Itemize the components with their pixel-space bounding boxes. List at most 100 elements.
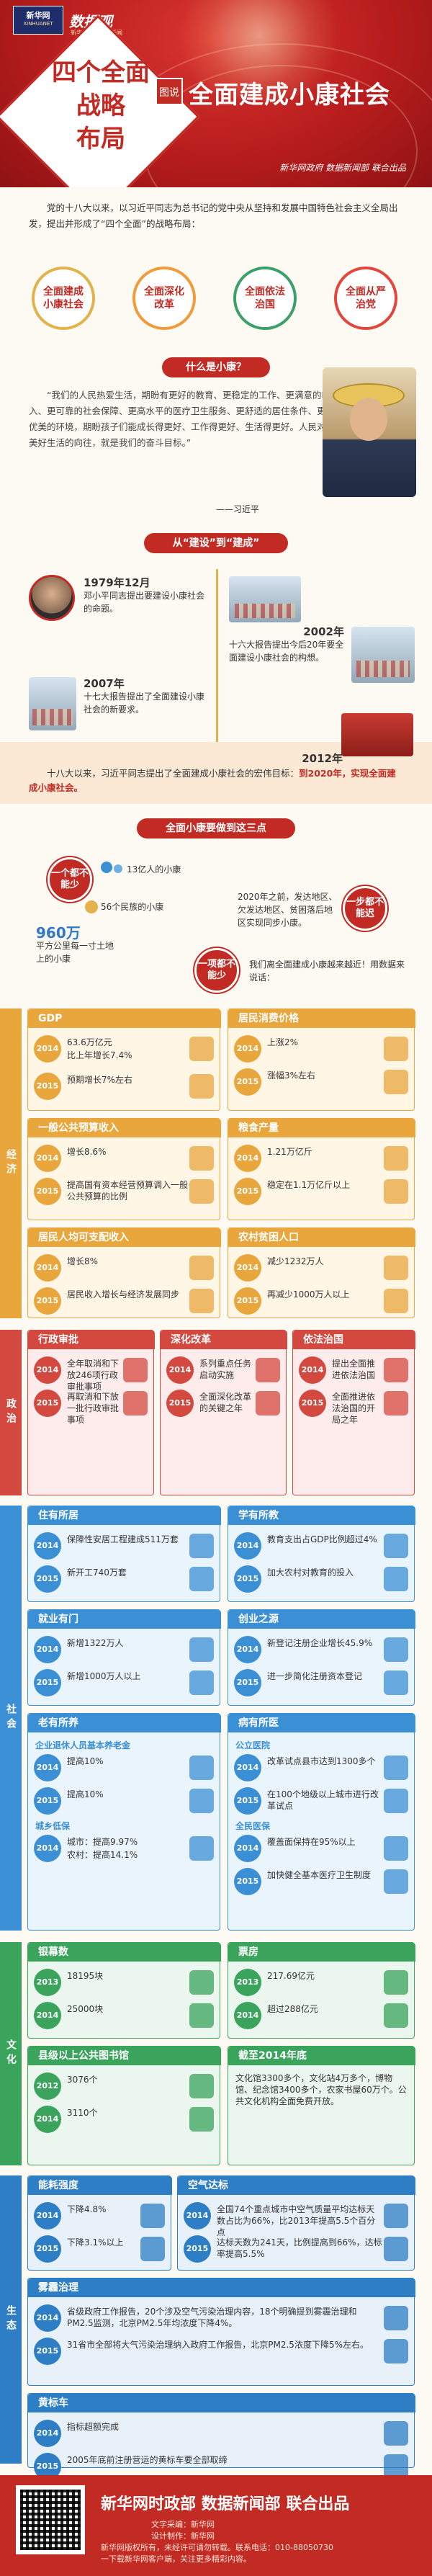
year-badge: 2014: [234, 1035, 261, 1063]
year-badge: 2015: [234, 1787, 261, 1815]
qr-code[interactable]: [16, 2485, 85, 2554]
sector-tab-ecology[interactable]: 生态: [0, 2175, 22, 2464]
timeline-text: 十七大报告提出了全面建设小康社会的新要求。: [84, 692, 205, 715]
year-badge: 2015: [234, 1068, 261, 1096]
data-panel: 县级以上公共图书馆 2012 3076个 2014 3110个: [27, 2046, 221, 2165]
panel-value: 加大农村对教育的投入: [267, 1567, 354, 1578]
subtitle: 全面建成小康社会: [189, 81, 390, 109]
year-badge: 2015: [166, 1390, 194, 1417]
year-badge: 2015: [34, 1178, 61, 1205]
data-panel: 学有所教 2014 教育支出占GDP比例超过4% 2015 加大农村对教育的投入: [228, 1506, 415, 1602]
trend-icon: [140, 2204, 165, 2228]
panel-header: 创业之源: [228, 1610, 415, 1629]
quote-signature: ——习近平: [216, 504, 260, 514]
sector-tab-society[interactable]: 社会: [0, 1506, 22, 1931]
trend-icon: [384, 1671, 408, 1695]
data-panel: 银幕数 2013 18195块 2014 25000块: [27, 1942, 221, 2039]
trend-icon: [384, 2204, 408, 2228]
trend-icon: [384, 2454, 408, 2479]
year-badge: 2014: [234, 1636, 261, 1663]
population-label: 13亿人的小康: [127, 864, 181, 875]
timeline-item-2002: 2002年 十六大报告提出今后20年要全面建设小康社会的构想。: [229, 625, 344, 664]
year-badge: 2014: [34, 1532, 61, 1560]
year-badge: 2015: [34, 1390, 61, 1417]
year-badge: 2014: [234, 1254, 261, 1282]
panel-value: 农村：提高14.1%: [67, 1850, 138, 1860]
year-badge: 2015: [34, 1287, 61, 1315]
footer-line: 新华网版权所有，未经许可请勿转载。联系电话：010-88050730: [101, 2543, 333, 2552]
panel-header: 截至2014年底: [228, 2047, 415, 2065]
footer: 新华网时政部 数据新闻部 联合出品 文字采编：新华网 设计制作：新华网 新华网版…: [0, 2475, 432, 2576]
timeline-year: 2002年: [303, 625, 344, 638]
panel-header: 能耗强度: [28, 2176, 172, 2195]
trend-icon: [189, 1256, 214, 1280]
year-badge: 2014: [34, 1254, 61, 1282]
header-credit: 新华网政府 数据新闻部 联合出品: [279, 163, 406, 173]
ethnic-icon: [85, 900, 98, 913]
logo-sub: XINHUANET: [23, 21, 53, 27]
target-year: 2012年: [302, 752, 343, 765]
req-no-item-missing: 一项都不能少: [194, 948, 239, 993]
panel-value: 上涨2%: [267, 1037, 299, 1047]
trend-icon: [384, 1146, 408, 1171]
deng-portrait: [29, 575, 75, 621]
panel-header: 空气达标: [178, 2176, 415, 2195]
area-number: 960万: [36, 924, 81, 942]
data-panel: 病有所医 公立医院 2014 改革试点县市达到1300多个 2015 在100个地级以上城…: [228, 1713, 415, 1931]
year-badge: 2014: [184, 2202, 211, 2230]
data-panel: 深化改革 2014 系列重点任务启动实施 2015 全面深化改革的关键之年: [160, 1330, 287, 1495]
year-badge: 2014: [166, 1356, 194, 1384]
xinhua-logo[interactable]: 新华网 XINHUANET: [13, 6, 63, 35]
year-badge: 2014: [234, 1145, 261, 1172]
panel-text: 文化馆3300多个，文化站4万多个，博物馆、纪念馆3400多个，农家书屋60万个…: [235, 2073, 407, 2106]
trend-icon: [384, 2003, 408, 2028]
panel-header: 病有所医: [228, 1714, 415, 1732]
panel-value: 超过288亿元: [267, 2004, 318, 2014]
year-badge: 2014: [234, 2002, 261, 2029]
trend-icon: [256, 1391, 280, 1416]
panel-header: 依法治国: [293, 1331, 415, 1349]
data-panel: 创业之源 2014 新登记注册企业增长45.9% 2015 进一步简化注册资本登记: [228, 1609, 415, 1706]
panel-value: 减少1232万人: [267, 1256, 324, 1266]
data-panel: 居民消费价格 2014 上涨2% 2015 涨幅3%左右: [228, 1009, 415, 1111]
trend-icon: [384, 2237, 408, 2261]
building-image: [351, 627, 415, 683]
trend-icon: [189, 2107, 214, 2132]
panel-value: 1.21万亿斤: [267, 1147, 312, 1157]
four-comprehensives: 全面建成小康社会 全面深化改革 全面依法治国 全面从严治党: [29, 267, 403, 339]
panel-value: 下降3.1%以上: [67, 2237, 124, 2248]
data-panel: 一般公共预算收入 2014 增长8.6% 2015 提高国有资本经营预算调入一般公共预算…: [27, 1118, 221, 1220]
timeline-year: 1979年12月: [84, 576, 150, 589]
sector-tab-culture[interactable]: 文化: [0, 1942, 22, 2165]
ethnic-text: 56个民族的小康: [101, 902, 164, 912]
year-badge: 2015: [184, 2235, 211, 2263]
panel-value: 提出全面推进依法治国: [332, 1359, 376, 1380]
panel-value: 提高10%: [67, 1789, 104, 1799]
data-panel: 票房 2013 217.69亿元 2014 超过288亿元: [228, 1942, 415, 2039]
year-badge: 2014: [234, 1754, 261, 1781]
trend-icon: [189, 1179, 214, 1204]
panel-header: 居民人均可支配收入: [28, 1228, 221, 1247]
panel-value: 新增1322万人: [67, 1638, 124, 1648]
circle-party: 全面从严治党: [334, 267, 397, 330]
data-panel: 老有所养 企业退休人员基本养老金 2014 提高10% 2015 提高10% 城乡低保 201…: [27, 1713, 221, 1931]
year-badge: 2014: [34, 1145, 61, 1172]
panel-value: 25000块: [67, 2004, 104, 2014]
data-panel: 黄标车 2014 指标超额完成 2015 2005年底前注册营运的黄标车要全部取缔: [27, 2393, 415, 2480]
timeline-item-1979: 1979年12月 邓小平同志提出要建设小康社会的命题。: [84, 576, 206, 615]
panel-value: 教育支出占GDP比例超过4%: [267, 1534, 377, 1544]
year-badge: 2014: [34, 2202, 61, 2230]
panel-value: 指标超额完成: [67, 2422, 120, 2432]
year-badge: 2015: [34, 2338, 61, 2365]
trend-icon: [189, 2074, 214, 2098]
year-badge: 2015: [34, 1565, 61, 1593]
sync-text: 2020年之前，发达地区、欠发达地区、贫困落后地区实现同步小康。: [238, 892, 338, 928]
trend-icon: [384, 1756, 408, 1780]
sector-tab-politics[interactable]: 政治: [0, 1330, 22, 1495]
trend-icon: [384, 1070, 408, 1094]
trend-icon: [256, 1358, 280, 1382]
sector-tab-economy[interactable]: 经济: [0, 1009, 22, 1318]
title-line: 四个全面: [52, 58, 150, 87]
trend-icon: [189, 1671, 214, 1695]
